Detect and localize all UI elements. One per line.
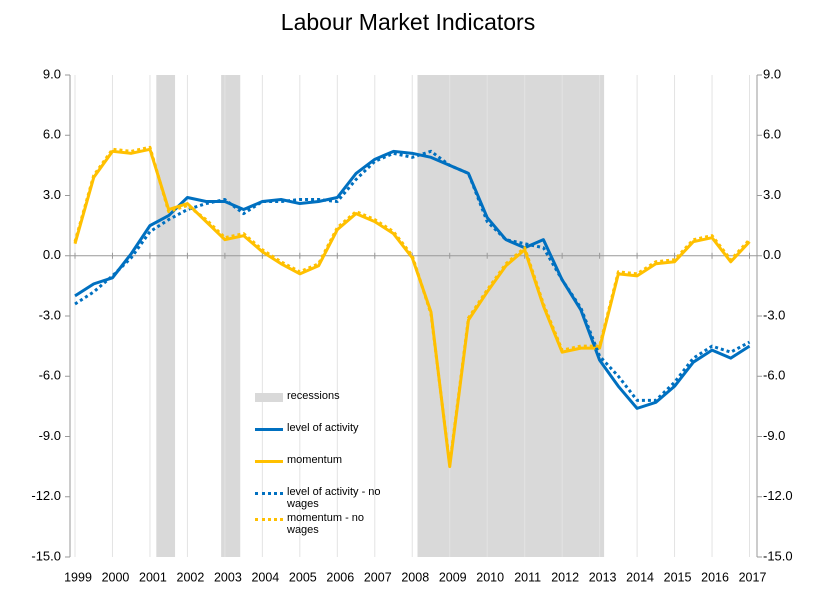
recession-band bbox=[417, 75, 605, 557]
series-line bbox=[74, 149, 751, 402]
x-tick-label: 2016 bbox=[701, 570, 729, 584]
x-tick-label: 2010 bbox=[476, 570, 504, 584]
x-tick-label: 2006 bbox=[326, 570, 354, 584]
y-tick-label: 6.0 bbox=[43, 127, 61, 142]
y2-tick-label: 3.0 bbox=[763, 187, 781, 202]
legend-label: momentum bbox=[287, 454, 343, 466]
recession-band bbox=[221, 75, 241, 557]
y2-tick-label: 9.0 bbox=[763, 66, 781, 81]
legend-item: level of activity - no wages bbox=[253, 484, 403, 510]
y2-tick-label: -15.0 bbox=[763, 548, 793, 563]
legend-swatch bbox=[255, 460, 283, 463]
recession-band bbox=[156, 75, 176, 557]
x-tick-label: 2000 bbox=[102, 570, 130, 584]
x-tick-label: 2017 bbox=[739, 570, 767, 584]
legend-swatch bbox=[255, 492, 283, 495]
legend-item: momentum - no wages bbox=[253, 510, 403, 542]
legend-swatch bbox=[255, 518, 283, 521]
y2-tick-label: -12.0 bbox=[763, 488, 793, 503]
legend-swatch bbox=[255, 393, 283, 402]
y2-tick-label: -3.0 bbox=[763, 307, 785, 322]
series-line bbox=[74, 149, 751, 410]
chart-title: Labour Market Indicators bbox=[281, 9, 535, 35]
x-tick-label: 2004 bbox=[251, 570, 279, 584]
x-tick-label: 2011 bbox=[514, 570, 541, 584]
y-tick-label: 9.0 bbox=[43, 66, 61, 81]
x-tick-label: 2007 bbox=[364, 570, 392, 584]
x-tick-label: 2013 bbox=[589, 570, 617, 584]
x-tick-label: 2009 bbox=[439, 570, 467, 584]
x-tick-label: 2002 bbox=[177, 570, 205, 584]
legend-label: level of activity - no wages bbox=[287, 486, 381, 510]
legend-label: level of activity bbox=[287, 422, 359, 434]
x-tick-label: 1999 bbox=[64, 570, 92, 584]
legend-swatch bbox=[255, 428, 283, 431]
y2-tick-label: -6.0 bbox=[763, 368, 785, 383]
legend-item: recessions bbox=[253, 388, 403, 420]
y2-tick-label: -9.0 bbox=[763, 428, 785, 443]
y-tick-label: 3.0 bbox=[43, 187, 61, 202]
x-tick-label: 2008 bbox=[401, 570, 429, 584]
y-tick-label: -9.0 bbox=[39, 428, 61, 443]
x-tick-label: 2001 bbox=[139, 570, 167, 584]
y2-tick-label: 0.0 bbox=[763, 247, 781, 262]
legend-item: momentum bbox=[253, 452, 403, 484]
legend: recessions level of activity momentum level… bbox=[253, 388, 403, 542]
x-tick-label: 2003 bbox=[214, 570, 242, 584]
legend-label: momentum - no wages bbox=[287, 512, 365, 536]
x-tick-label: 2014 bbox=[626, 570, 654, 584]
y2-tick-label: 6.0 bbox=[763, 127, 781, 142]
x-tick-label: 2005 bbox=[289, 570, 317, 584]
x-tick-label: 2015 bbox=[664, 570, 692, 584]
legend-item: level of activity bbox=[253, 420, 403, 452]
y-tick-label: -3.0 bbox=[39, 307, 61, 322]
y-tick-label: -12.0 bbox=[31, 488, 61, 503]
legend-label: recessions bbox=[287, 390, 340, 402]
y-tick-label: -15.0 bbox=[31, 548, 61, 563]
y-tick-label: 0.0 bbox=[43, 247, 61, 262]
y-tick-label: -6.0 bbox=[39, 368, 61, 383]
x-tick-label: 2012 bbox=[551, 570, 579, 584]
